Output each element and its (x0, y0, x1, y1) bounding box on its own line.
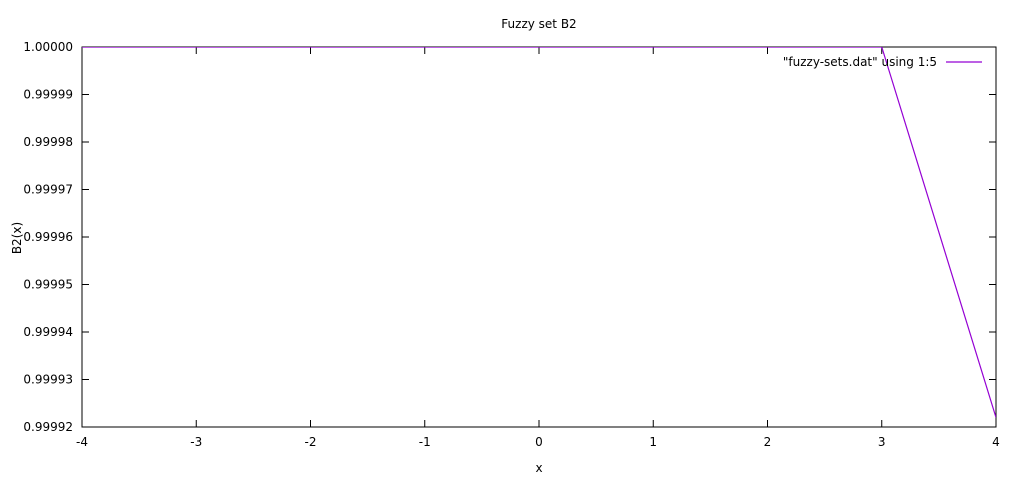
x-axis-label: x (535, 461, 542, 475)
x-tick-label: -3 (190, 435, 202, 449)
x-tick-label: 1 (649, 435, 657, 449)
x-tick-label: 2 (764, 435, 772, 449)
y-tick-label: 0.99994 (23, 325, 73, 339)
ticks: -4 -3 -2 -1 0 1 2 3 4 0.99992 0.99993 0.99994 0.9999… (23, 40, 999, 449)
chart-title: Fuzzy set B2 (501, 17, 576, 31)
legend-label: "fuzzy-sets.dat" using 1:5 (783, 55, 937, 69)
series-line (82, 47, 996, 418)
y-tick-label: 0.99993 (23, 373, 73, 387)
legend: "fuzzy-sets.dat" using 1:5 (783, 55, 982, 69)
x-tick-label: -1 (419, 435, 431, 449)
plot-frame (81, 46, 997, 428)
y-tick-label: 1.00000 (23, 40, 73, 54)
y-axis-label: B2(x) (10, 222, 24, 254)
x-tick-label: -2 (305, 435, 317, 449)
x-tick-label: 3 (878, 435, 886, 449)
x-tick-label: -4 (76, 435, 88, 449)
y-tick-label: 0.99999 (23, 88, 73, 102)
y-tick-label: 0.99998 (23, 135, 73, 149)
y-tick-label: 0.99992 (23, 420, 73, 434)
y-tick-label: 0.99996 (23, 230, 73, 244)
y-tick-label: 0.99995 (23, 278, 73, 292)
series-group (82, 47, 996, 418)
x-tick-label: 4 (992, 435, 1000, 449)
y-tick-label: 0.99997 (23, 183, 73, 197)
x-tick-label: 0 (535, 435, 543, 449)
